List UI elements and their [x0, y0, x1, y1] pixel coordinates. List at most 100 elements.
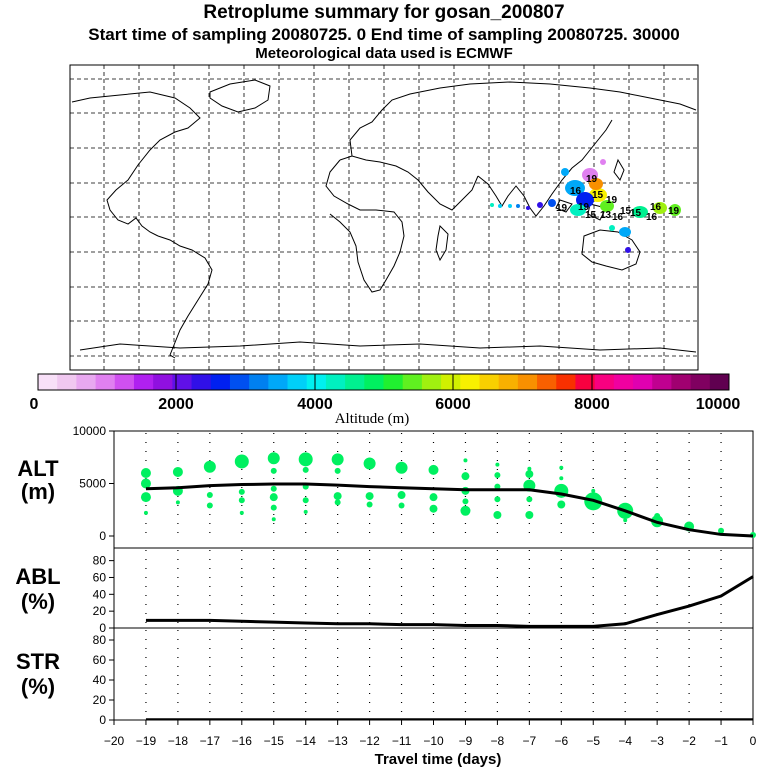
- alt-point-51: [526, 496, 533, 503]
- colorbar-label-0: 0: [30, 396, 39, 413]
- colorbar-swatch-23: [479, 374, 500, 390]
- graticule: [70, 65, 698, 370]
- colorbar-swatch-18: [383, 374, 404, 390]
- panel-gridlines: [145, 433, 722, 720]
- colorbar-title: Altitude (m): [335, 411, 410, 427]
- xtick-label-10: −10: [423, 734, 444, 748]
- alt-point-49: [525, 470, 534, 479]
- world-map: 19 16 15 19 19 13 19 15 16 16 15 16 15 1…: [69, 64, 699, 371]
- colorbar-swatch-32: [652, 374, 672, 390]
- xtick-label-2: −18: [168, 734, 189, 748]
- plume-label-3: 15: [592, 190, 604, 201]
- alt-point-7: [203, 460, 216, 473]
- plume-blob-10: [669, 204, 681, 216]
- xtick-label-5: −15: [264, 734, 285, 748]
- ytick-label-p1-1: 60: [93, 570, 107, 584]
- xtick-label-18: −2: [682, 734, 696, 748]
- ytick-label-p1-2: 40: [93, 587, 107, 601]
- series-lines: [145, 482, 754, 720]
- plume-label-11: 15: [620, 206, 632, 217]
- alt-point-48: [527, 466, 532, 471]
- xtick-label-1: −19: [136, 734, 157, 748]
- xtick-label-15: −5: [586, 734, 600, 748]
- xtick-label-19: −1: [714, 734, 728, 748]
- ytick-label-p1-4: 0: [99, 621, 106, 635]
- plume-label-6: 13: [600, 210, 612, 221]
- alt-point-37: [429, 504, 438, 513]
- alt-point-36: [429, 493, 438, 502]
- xtick-label-13: −7: [523, 734, 537, 748]
- meteo-data-subtitle: Meteorological data used is ECMWF: [255, 45, 513, 62]
- alt-point-33: [397, 491, 406, 500]
- plume-blob-4: [576, 192, 594, 208]
- alt-point-21: [302, 466, 309, 473]
- alt-point-23: [302, 497, 309, 504]
- colorbar-swatch-3: [95, 374, 116, 390]
- alt-point-29: [363, 457, 376, 470]
- plume-labels: 19 16 15 19 19 13 19 15 16 16 15 16 15 1…: [556, 174, 680, 223]
- colorbar-swatch-28: [575, 374, 596, 390]
- plume-label-1: 19: [586, 174, 598, 185]
- plume-blob-9: [653, 202, 667, 214]
- x-axis-ticks: −20 −19 −18 −17 −16 −15 −14 −13 −12 −11 −10 −9 −8 −7−…: [104, 720, 757, 748]
- plume-dot-6: [498, 204, 502, 208]
- alt-point-26: [334, 467, 341, 474]
- plume-dot-7: [508, 204, 512, 208]
- alt-point-53: [559, 465, 564, 470]
- alt-point-46: [494, 496, 501, 503]
- plume-dot-8: [516, 204, 520, 208]
- ytick-label-p1-0: 80: [93, 554, 107, 568]
- xtick-label-12: −8: [491, 734, 505, 748]
- plume-blob-7: [589, 178, 603, 190]
- alt-point-24: [303, 509, 308, 514]
- abl-ylabel-unit: (%): [21, 589, 55, 614]
- xtick-label-17: −3: [650, 734, 664, 748]
- alt-point-34: [398, 502, 405, 509]
- chart-title: Retroplume summary for gosan_200807: [203, 2, 565, 23]
- alt-point-38: [463, 458, 468, 463]
- colorbar-swatch-35: [709, 374, 730, 390]
- alt-point-2: [140, 492, 151, 503]
- alt-point-6: [175, 500, 180, 505]
- abl-line: [145, 575, 754, 628]
- colorbar-frame: [37, 373, 730, 391]
- plume-dot-1: [625, 247, 631, 253]
- colorbar-swatch-29: [594, 374, 615, 390]
- alt-point-60: [623, 518, 628, 523]
- alt-point-43: [495, 462, 500, 467]
- alt-point-47: [493, 511, 502, 519]
- alt-point-54: [559, 476, 564, 481]
- colorbar-swatch-30: [613, 374, 634, 390]
- panel-ylabels: ALT (m) ABL (%) STR (%): [15, 456, 60, 699]
- alt-point-10: [234, 454, 249, 469]
- colorbar-labels: 0 2000 4000 6000 8000 10000: [30, 396, 741, 413]
- alt-point-15: [270, 467, 277, 474]
- xtick-label-11: −9: [459, 734, 473, 748]
- colorbar-swatch-19: [402, 374, 423, 390]
- plume-label-8: 15: [630, 208, 642, 219]
- colorbar-swatch-0: [38, 374, 58, 390]
- alt-point-11: [238, 488, 245, 495]
- alt-point-32: [395, 461, 408, 474]
- colorbar-swatch-33: [671, 374, 692, 390]
- colorbar-swatch-12: [268, 374, 289, 390]
- xtick-label-16: −4: [618, 734, 632, 748]
- plume-blob-5: [600, 200, 614, 212]
- plume-label-12: 16: [612, 212, 624, 223]
- plume-dot-10: [561, 168, 569, 176]
- plume-cluster: [490, 159, 681, 253]
- alt-point-14: [267, 452, 280, 465]
- colorbar-label-6000: 6000: [435, 396, 471, 413]
- alt-point-16: [270, 485, 277, 492]
- alt-point-3: [143, 510, 148, 515]
- colorbar-swatch-34: [690, 374, 711, 390]
- plume-blob-6: [570, 204, 586, 216]
- colorbar-swatch-15: [325, 374, 346, 390]
- xtick-label-14: −6: [554, 734, 568, 748]
- plume-label-10: 16: [650, 202, 662, 213]
- alt-point-0: [140, 468, 151, 478]
- xtick-label-4: −16: [232, 734, 253, 748]
- alt-point-52: [525, 511, 534, 519]
- plume-blob-8: [632, 206, 648, 218]
